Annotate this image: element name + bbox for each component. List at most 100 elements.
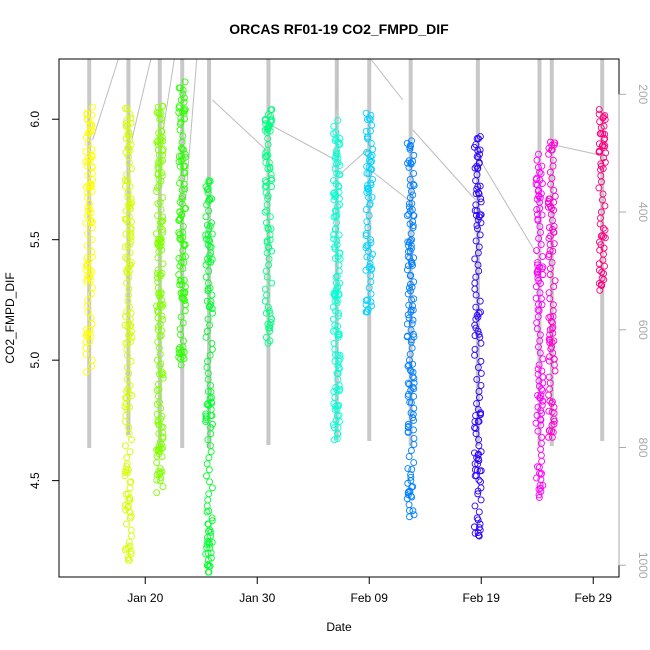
- data-point: [203, 327, 211, 335]
- data-point: [405, 210, 413, 218]
- data-point: [202, 231, 210, 239]
- data-point: [334, 138, 342, 146]
- data-point: [537, 407, 545, 414]
- data-point: [264, 192, 272, 200]
- data-point: [206, 284, 214, 292]
- data-point: [176, 162, 184, 170]
- data-point: [534, 215, 542, 223]
- data-point: [205, 562, 213, 570]
- data-point: [407, 160, 415, 168]
- data-point: [533, 195, 541, 203]
- data-point: [473, 375, 481, 383]
- data-point: [329, 315, 337, 323]
- data-point: [473, 222, 481, 229]
- data-point: [82, 219, 90, 227]
- data-point: [471, 255, 479, 263]
- data-point: [332, 417, 340, 424]
- data-point: [203, 544, 211, 552]
- data-point: [153, 476, 161, 484]
- data-point: [599, 114, 607, 122]
- data-point: [476, 133, 484, 141]
- altitude-band: [207, 59, 212, 448]
- data-point: [545, 289, 553, 297]
- data-point: [85, 200, 93, 208]
- data-point: [367, 158, 374, 166]
- data-point: [207, 243, 215, 251]
- data-point: [536, 194, 544, 202]
- y-tick-label: 6.0: [28, 111, 42, 128]
- data-point: [536, 481, 544, 489]
- data-point: [159, 228, 167, 236]
- data-point: [404, 238, 412, 246]
- data-point: [334, 430, 342, 438]
- data-point: [550, 417, 558, 425]
- data-point: [88, 162, 96, 170]
- data-point: [126, 110, 134, 118]
- data-point: [362, 297, 370, 304]
- data-point: [180, 337, 187, 345]
- data-point: [153, 489, 161, 497]
- data-point: [598, 232, 606, 239]
- data-point: [332, 273, 340, 281]
- data-point: [536, 349, 544, 357]
- data-point: [477, 357, 485, 365]
- data-point: [175, 349, 183, 357]
- data-point: [595, 279, 603, 287]
- data-point: [266, 324, 274, 332]
- data-point: [334, 283, 342, 291]
- data-point: [473, 162, 481, 170]
- data-point: [181, 253, 189, 261]
- data-point: [205, 454, 213, 462]
- altitude-connector: [412, 129, 477, 201]
- data-point: [87, 276, 95, 284]
- data-point: [369, 250, 376, 258]
- data-point: [126, 183, 134, 191]
- data-point: [179, 132, 187, 140]
- data-point: [331, 351, 339, 359]
- data-point: [330, 424, 338, 432]
- data-point: [175, 254, 183, 262]
- data-point: [335, 411, 343, 419]
- data-point: [404, 379, 412, 387]
- data-point: [205, 207, 213, 215]
- data-point: [534, 261, 542, 269]
- data-point: [334, 361, 342, 369]
- data-point: [178, 152, 186, 160]
- data-point: [335, 387, 343, 395]
- data-point: [537, 470, 545, 478]
- data-point: [333, 149, 340, 157]
- data-point: [155, 151, 163, 159]
- data-point: [203, 201, 211, 209]
- data-point: [333, 435, 341, 443]
- data-point: [178, 195, 186, 203]
- data-point: [595, 266, 603, 274]
- altitude-connector: [162, 58, 175, 131]
- data-point: [601, 226, 609, 234]
- data-point: [121, 501, 129, 509]
- data-point: [548, 339, 556, 346]
- right-tick-label: 400: [636, 202, 650, 222]
- data-point: [538, 162, 546, 170]
- data-point: [474, 529, 482, 537]
- data-point: [178, 200, 186, 208]
- data-point: [176, 208, 184, 216]
- data-point: [205, 507, 213, 515]
- data-point: [84, 159, 92, 167]
- data-point: [206, 395, 214, 403]
- data-point: [264, 224, 272, 232]
- y-tick-label: 5.5: [28, 231, 42, 248]
- data-point: [154, 103, 162, 111]
- data-point: [410, 435, 418, 442]
- data-point: [409, 414, 417, 422]
- x-tick-label: Feb 19: [463, 591, 501, 605]
- data-point: [535, 491, 543, 499]
- data-point: [156, 439, 164, 447]
- data-point: [368, 193, 376, 201]
- data-point: [125, 331, 133, 339]
- data-point: [410, 169, 418, 177]
- data-point: [207, 297, 215, 305]
- data-point: [122, 253, 129, 261]
- data-point: [178, 294, 186, 302]
- data-point: [409, 180, 417, 188]
